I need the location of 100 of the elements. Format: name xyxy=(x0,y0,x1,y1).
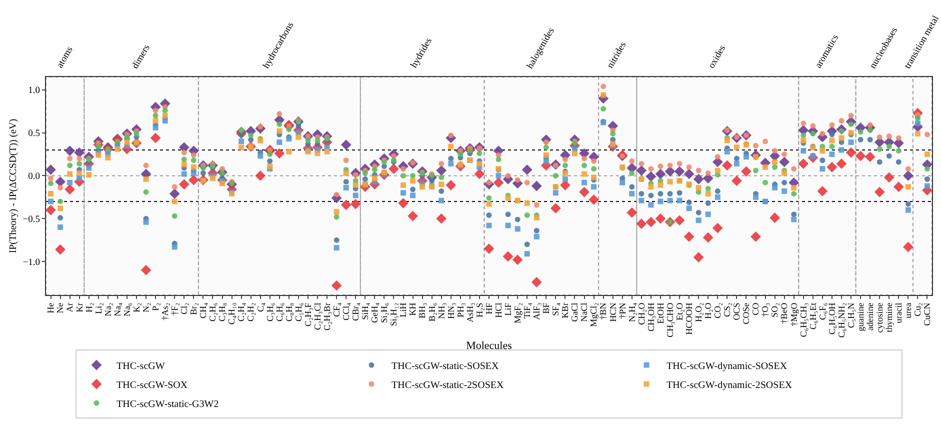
x-tick-label: BF xyxy=(541,302,552,314)
x-tick-label: PH₃ xyxy=(455,302,466,318)
x-tick-label: HCl xyxy=(493,302,504,318)
x-tick-label: NaCl xyxy=(579,302,590,322)
x-tick-label: C₆H₅NH₂ xyxy=(836,302,846,338)
x-tick-label: Kr xyxy=(74,302,84,312)
x-tick-label: †As₂ xyxy=(160,302,170,320)
x-tick-label: Si₂H₆ xyxy=(379,302,390,323)
x-tick-label: SF₄ xyxy=(550,302,561,316)
x-tick-label: Cu₂ xyxy=(912,302,923,316)
y-tick-label: 0.0 xyxy=(28,172,40,182)
x-tick-label: †BeO xyxy=(779,302,790,324)
legend-label: THC-scGW-dynamic-2SOSEX xyxy=(666,380,793,391)
x-tick-label: SiH₄ xyxy=(360,302,370,320)
legend-label: THC-scGW-static-2SOSEX xyxy=(392,380,504,391)
x-tick-label: urea xyxy=(903,302,914,318)
x-tick-label: cytosine xyxy=(874,302,885,333)
x-tick-label: CO xyxy=(750,302,761,316)
y-axis-title: IP(Theory) - IP(ΔCCSD(T)) (eV) xyxy=(8,118,19,254)
x-tick-label: TiF₄ xyxy=(522,302,532,319)
x-axis-title: Molecules xyxy=(466,340,512,352)
x-tick-label: P₂ xyxy=(150,302,160,311)
x-tick-label: C₂H₃F xyxy=(302,302,313,326)
legend-label: THC-scGW-SOX xyxy=(116,380,188,391)
x-tick-label: C₄H₁₀ xyxy=(226,302,237,325)
x-tick-label: GeH₄ xyxy=(370,302,380,323)
x-tick-label: CH₃CHO xyxy=(664,302,675,338)
x-tick-label: C₃H₈ xyxy=(217,302,228,322)
x-tick-label: Ne xyxy=(55,302,66,314)
x-tick-label: HF xyxy=(484,302,494,314)
x-tick-label: Cl₂ xyxy=(179,302,190,314)
legend-label: THC-scGW xyxy=(116,360,166,372)
x-tick-label: KH xyxy=(408,302,418,316)
x-tick-label: NH₃ xyxy=(436,302,446,319)
x-tick-label: thymine xyxy=(884,302,894,332)
x-tick-label: C₂H₃Cl xyxy=(312,302,322,330)
x-tick-label: Na₆ xyxy=(122,302,132,316)
x-tick-label: CBr₄ xyxy=(350,302,361,321)
x-tick-label: C₂H₆ xyxy=(208,302,218,322)
y-tick-label: 1.0 xyxy=(28,86,40,96)
x-tick-label: Et₂O xyxy=(674,302,684,320)
x-tick-label: C₅H₅N xyxy=(846,302,856,328)
x-tick-label: C₃H₆ xyxy=(264,302,275,322)
x-tick-label: adenine xyxy=(865,302,876,331)
x-tick-label: C₆H₅Et xyxy=(808,302,818,330)
x-tick-label: Br₂ xyxy=(188,302,199,315)
x-tick-label: †F₂ xyxy=(170,302,180,316)
x-tick-label: H₂S xyxy=(474,302,484,318)
x-tick-label: LiH xyxy=(398,302,408,318)
x-tick-label: CCl₄ xyxy=(341,302,352,320)
x-tick-label: B₂H₆ xyxy=(426,302,437,322)
x-tick-label: †MgO xyxy=(788,302,799,326)
x-tick-label: He xyxy=(46,302,56,314)
x-tick-label: HN₃ xyxy=(446,302,456,319)
legend-label: THC-scGW-static-SOSEX xyxy=(392,360,500,372)
x-tick-label: Na₂ xyxy=(102,302,113,316)
x-tick-label: C₄ xyxy=(255,302,266,312)
x-tick-label: CH₂O xyxy=(636,302,646,325)
x-tick-label: C₅H₆ xyxy=(293,302,304,322)
x-tick-label: MgF₂ xyxy=(512,302,523,324)
x-tick-label: N₂ xyxy=(140,302,151,312)
x-tick-label: COSe xyxy=(741,302,752,324)
x-tick-label: MgCl₂ xyxy=(588,302,599,327)
x-tick-label: †O₃ xyxy=(760,302,770,317)
x-tick-label: H₂O₂ xyxy=(694,302,704,322)
x-tick-label: guanine xyxy=(855,302,866,332)
x-tick-label: C₂H₃Br xyxy=(322,302,332,330)
x-tick-label: OCS xyxy=(732,302,742,320)
x-tick-label: SO₂ xyxy=(770,302,780,318)
y-tick-label: −0.5 xyxy=(22,214,40,225)
legend-label: THC-scGW-dynamic-SOSEX xyxy=(666,360,788,372)
x-tick-label: CF₄ xyxy=(331,302,342,317)
x-tick-label: AlF₃ xyxy=(532,302,542,320)
x-tick-label: H₂O xyxy=(703,302,714,319)
x-tick-label: EtOH xyxy=(655,302,666,324)
x-tick-label: BH₃ xyxy=(417,302,428,318)
x-tick-label: C₈H₈ xyxy=(284,302,294,322)
x-tick-label: C₂H₂ xyxy=(246,302,256,322)
x-tick-label: CH₄ xyxy=(198,302,208,318)
y-tick-label: −1.0 xyxy=(22,258,40,268)
x-tick-label: Si₅H₁₂ xyxy=(388,302,399,326)
x-tick-label: Ar xyxy=(64,302,75,312)
x-tick-label: uracil xyxy=(894,302,904,324)
x-tick-label: C₆F₆ xyxy=(817,302,828,320)
x-tick-label: N₂H₄ xyxy=(626,302,637,322)
x-tick-label: KBr xyxy=(560,302,570,318)
x-tick-label: Na₄ xyxy=(112,302,122,316)
x-tick-label: C₆H₅CH₃ xyxy=(798,302,808,338)
x-tick-label: AsH₃ xyxy=(464,302,475,322)
x-tick-label: †PN xyxy=(617,302,628,319)
x-tick-label: GaCl xyxy=(570,302,580,322)
x-tick-label: C₂H₄ xyxy=(236,302,246,322)
x-tick-label: CH₃OH xyxy=(646,302,656,332)
x-tick-label: CO₂ xyxy=(712,302,723,318)
x-tick-label: HCOOH xyxy=(684,302,694,335)
x-tick-label: K₂ xyxy=(131,302,142,312)
x-tick-label: Li₂ xyxy=(93,302,104,314)
x-tick-label: C₆H₆ xyxy=(274,302,284,322)
x-tick-label: CS₂ xyxy=(722,302,732,317)
y-tick-label: 0.5 xyxy=(28,129,40,140)
